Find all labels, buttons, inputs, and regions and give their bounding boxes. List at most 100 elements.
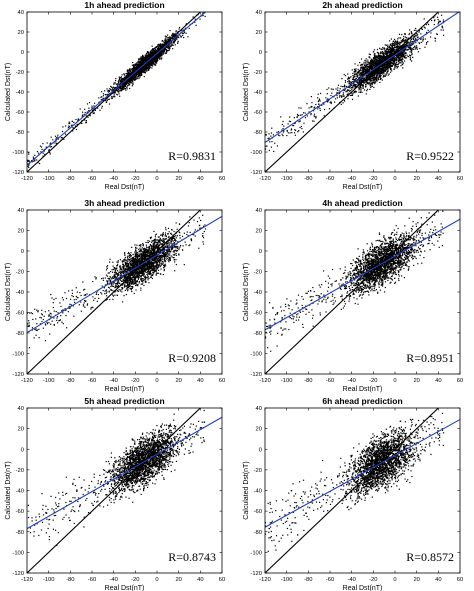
scatter-point	[179, 34, 181, 36]
scatter-point	[174, 33, 176, 36]
x-tick-label: 60	[457, 176, 463, 182]
scatter-point	[413, 46, 415, 49]
scatter-point	[348, 77, 351, 80]
scatter-point	[358, 89, 360, 91]
scatter-point	[408, 41, 410, 43]
y-tick-label: 20	[256, 30, 262, 36]
scatter-point	[381, 71, 383, 73]
scatter-point	[170, 44, 172, 46]
scatter-point	[370, 83, 372, 85]
scatter-point	[142, 59, 144, 61]
scatter-point	[143, 58, 145, 60]
scatter-point	[155, 46, 157, 48]
scatter-point	[383, 69, 385, 71]
scatter-point	[168, 39, 170, 41]
scatter-point	[380, 59, 382, 61]
scatter-point	[369, 63, 371, 65]
scatter-point	[414, 36, 416, 38]
scatter-point	[405, 44, 407, 46]
scatter-point	[110, 89, 112, 91]
scatter-point	[277, 134, 280, 136]
scatter-point	[385, 63, 387, 66]
scatter-point	[155, 49, 158, 52]
scatter-point	[403, 50, 405, 52]
scatter-point	[424, 46, 426, 48]
scatter-point	[396, 44, 398, 46]
scatter-point	[389, 62, 391, 64]
scatter-point	[168, 38, 171, 40]
scatter-point	[430, 19, 433, 22]
scatter-point	[151, 55, 153, 57]
scatter-point	[427, 23, 430, 26]
scatter-point	[139, 64, 141, 67]
scatter-point	[351, 87, 353, 89]
scatter-point	[409, 46, 411, 48]
scatter-point	[368, 83, 370, 85]
scatter-point	[265, 133, 267, 136]
scatter-point	[394, 40, 397, 42]
scatter-point	[134, 77, 136, 79]
scatter-point	[383, 58, 385, 61]
scatter-point	[366, 88, 369, 90]
scatter-point	[415, 42, 417, 44]
scatter-point	[54, 142, 56, 144]
scatter-point	[147, 57, 149, 59]
scatter-point	[409, 54, 411, 56]
scatter-point	[392, 58, 394, 60]
scatter-point	[286, 134, 288, 137]
scatter-point	[132, 70, 134, 72]
scatter-point	[132, 70, 135, 73]
scatter-point	[422, 37, 424, 39]
scatter-point	[137, 252, 139, 254]
scatter-point	[395, 52, 397, 54]
scatter-point	[276, 131, 278, 133]
scatter-point	[371, 80, 373, 82]
scatter-point	[119, 79, 121, 81]
scatter-point	[287, 123, 289, 125]
scatter-point	[294, 134, 296, 136]
scatter-point	[351, 93, 354, 95]
scatter-point	[354, 90, 357, 92]
scatter-point	[366, 70, 369, 72]
scatter-point	[393, 38, 396, 40]
scatter-point	[114, 82, 116, 84]
scatter-point	[403, 39, 405, 41]
scatter-point	[366, 82, 368, 85]
scatter-point	[125, 76, 128, 79]
scatter-point	[363, 78, 366, 80]
scatter-point	[380, 57, 382, 59]
scatter-point	[127, 85, 129, 87]
scatter-point	[188, 27, 190, 29]
scatter-point	[165, 256, 168, 258]
scatter-point	[378, 69, 381, 72]
scatter-point	[98, 97, 100, 99]
scatter-point	[398, 49, 400, 52]
scatter-point	[388, 40, 391, 42]
scatter-point	[406, 37, 408, 39]
scatter-point	[395, 41, 397, 43]
scatter-point	[390, 49, 392, 51]
scatter-point	[149, 65, 151, 68]
scatter-point	[382, 59, 384, 62]
scatter-point	[367, 71, 369, 73]
scatter-point	[138, 73, 140, 76]
scatter-point	[377, 70, 379, 72]
scatter-point	[364, 64, 366, 67]
scatter-point	[343, 86, 346, 88]
scatter-point	[150, 60, 152, 62]
scatter-point	[152, 62, 154, 64]
scatter-point	[85, 122, 87, 124]
scatter-point	[270, 132, 273, 134]
scatter-point	[408, 48, 410, 50]
scatter-point	[123, 77, 126, 79]
scatter-point	[141, 68, 143, 70]
scatter-point	[167, 47, 169, 49]
scatter-point	[350, 89, 352, 92]
plot-area	[27, 210, 222, 374]
scatter-point	[116, 93, 118, 95]
scatter-point	[306, 103, 308, 105]
scatter-point	[101, 96, 103, 98]
scatter-point	[27, 159, 29, 161]
scatter-point	[351, 98, 354, 101]
scatter-point	[130, 80, 133, 82]
